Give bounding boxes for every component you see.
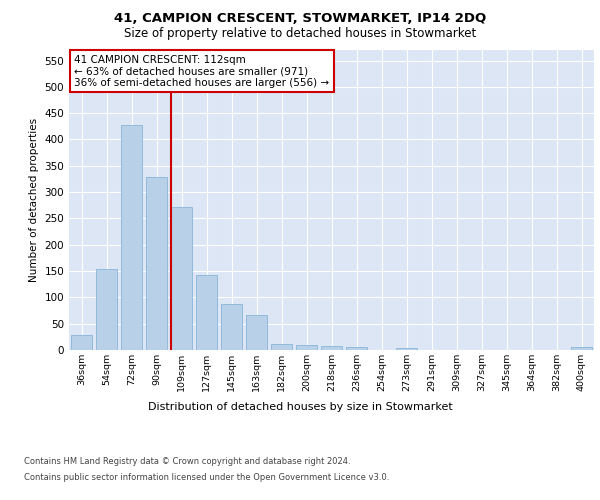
Bar [71, 336, 92, 350]
Bar [221, 304, 242, 350]
Bar [321, 346, 342, 350]
Bar [271, 344, 292, 350]
Text: Contains public sector information licensed under the Open Government Licence v3: Contains public sector information licen… [24, 472, 389, 482]
Bar [96, 270, 117, 350]
Text: 41 CAMPION CRESCENT: 112sqm
← 63% of detached houses are smaller (971)
36% of se: 41 CAMPION CRESCENT: 112sqm ← 63% of det… [74, 54, 329, 88]
Bar [396, 348, 417, 350]
Bar [571, 347, 592, 350]
Bar [346, 348, 367, 350]
Bar [246, 314, 267, 350]
Text: Contains HM Land Registry data © Crown copyright and database right 2024.: Contains HM Land Registry data © Crown c… [24, 458, 350, 466]
Y-axis label: Number of detached properties: Number of detached properties [29, 118, 39, 282]
Bar [121, 124, 142, 350]
Text: Distribution of detached houses by size in Stowmarket: Distribution of detached houses by size … [148, 402, 452, 412]
Bar [196, 274, 217, 350]
Text: Size of property relative to detached houses in Stowmarket: Size of property relative to detached ho… [124, 28, 476, 40]
Text: 41, CAMPION CRESCENT, STOWMARKET, IP14 2DQ: 41, CAMPION CRESCENT, STOWMARKET, IP14 2… [114, 12, 486, 26]
Bar [146, 177, 167, 350]
Bar [296, 344, 317, 350]
Bar [171, 207, 192, 350]
